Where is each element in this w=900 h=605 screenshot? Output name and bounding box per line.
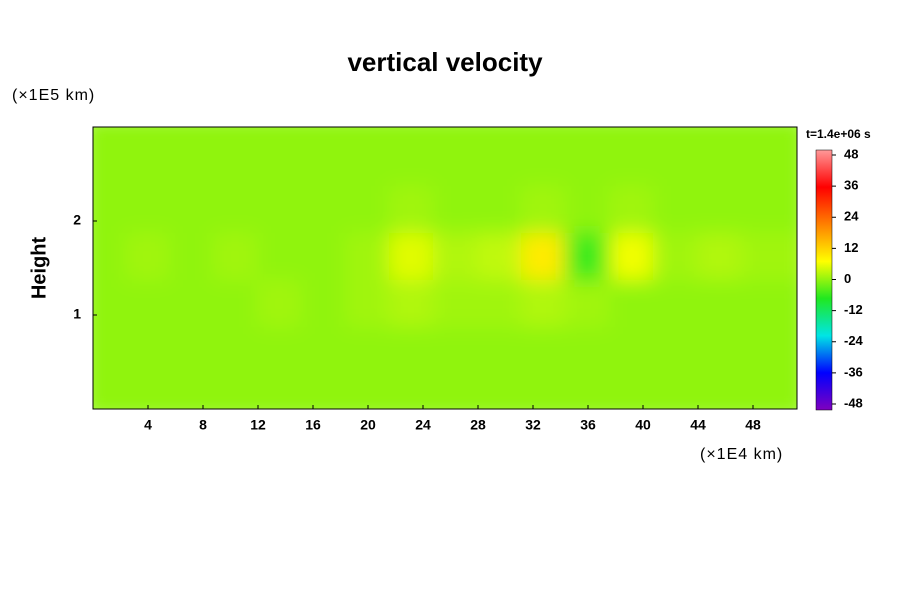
x-tick-label: 48 [745,417,761,433]
colorbar-tick-label: -48 [844,395,863,410]
x-tick-label: 40 [635,417,651,433]
x-tick-label: 16 [305,417,321,433]
x-tick-label: 32 [525,417,541,433]
colorbar-tick-label: 12 [844,240,858,255]
colorbar-tick-label: 24 [844,209,859,224]
x-tick-label: 12 [250,417,266,433]
y-unit: (×1E5 km) [12,87,95,104]
plot-frame [92,126,798,410]
x-tick-label: 20 [360,417,376,433]
x-tick-label: 8 [199,417,207,433]
colorbar-tick-label: -36 [844,364,863,379]
x-tick-label: 24 [415,417,431,433]
x-tick-label: 4 [144,417,152,433]
x-tick-label: 44 [690,417,706,433]
plot-area [93,127,797,409]
y-tick-label: 1 [73,306,81,322]
chart-title: vertical velocity [347,47,543,77]
x-unit: (×1E4 km) [700,446,783,463]
colorbar-tick-label: 0 [844,271,851,286]
x-tick-label: 28 [470,417,486,433]
colorbar-title: t=1.4e+06 s [806,127,871,141]
colorbar-tick-label: -12 [844,302,863,317]
colorbar-tick-label: 36 [844,178,858,193]
colorbar-tick-label: -24 [844,333,864,348]
colorbar [815,149,833,411]
heatmap [93,127,797,409]
heatmap-cell [741,127,797,186]
colorbar-tick-label: 48 [844,146,858,161]
y-axis-label: Height [28,237,50,300]
y-tick-label: 2 [73,212,81,228]
x-tick-label: 36 [580,417,596,433]
